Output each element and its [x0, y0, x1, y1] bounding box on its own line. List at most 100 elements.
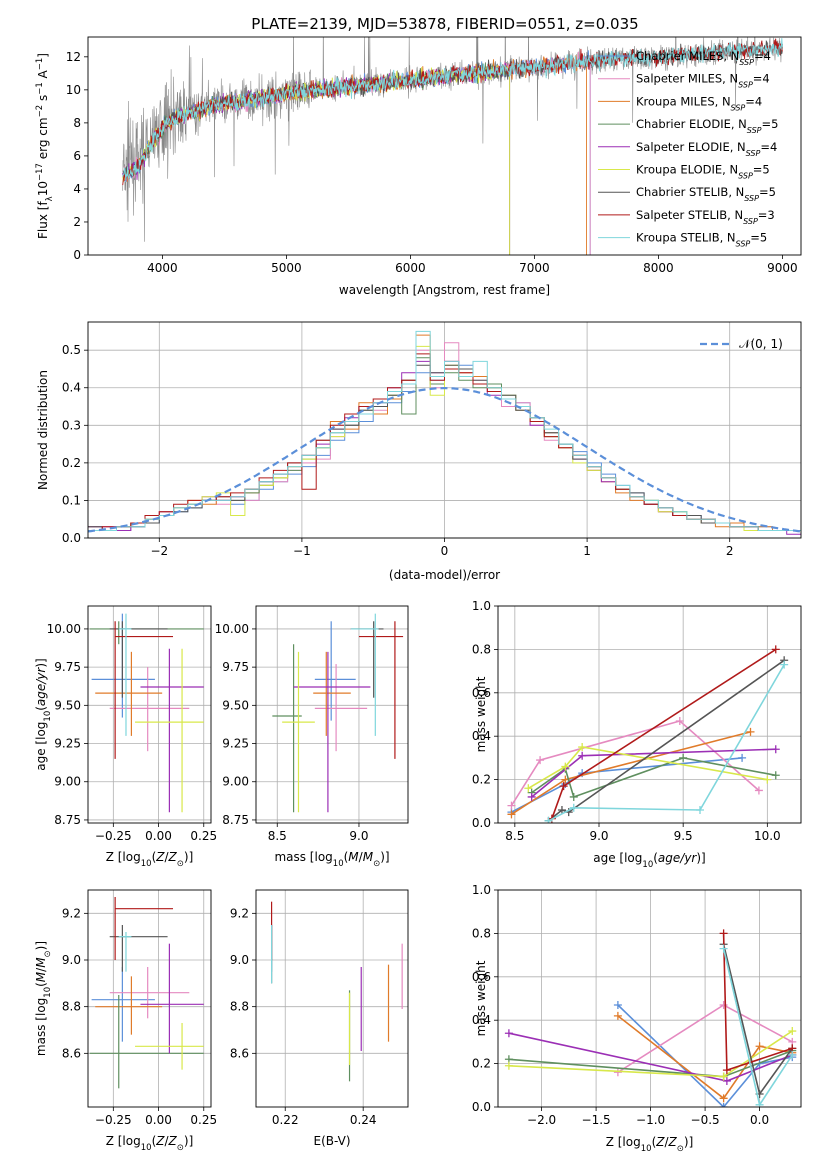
plot-area — [272, 614, 403, 813]
x-tick-label: 10.0 — [754, 829, 781, 843]
x-tick-label: 8.5 — [268, 829, 287, 843]
x-tick-label: −1.5 — [582, 1113, 611, 1127]
label-part: erg cm — [36, 117, 50, 163]
y-axis-label: Normed distribution — [36, 370, 50, 490]
y-tick-label: 0.1 — [62, 493, 81, 507]
legend-label-sub: SSP — [744, 194, 759, 203]
y-tick-label: 9.75 — [54, 660, 81, 674]
weight-marker — [570, 793, 578, 801]
weight-line — [549, 660, 785, 821]
legend-label: Salpeter MILES, NSSP=4 — [636, 72, 770, 90]
legend-label-tail: =3 — [758, 208, 775, 222]
axes-frame — [256, 606, 408, 823]
x-tick-label: 6000 — [395, 261, 426, 275]
y-tick-label: 4 — [73, 182, 81, 196]
age-vs-Z-panel: −0.25 0.00 0.258.759.009.259.509.7510.00Z … — [34, 606, 217, 869]
y-tick-label: 10 — [66, 83, 81, 97]
weight-line — [512, 732, 751, 814]
legend-label-text: Salpeter ELODIE, N — [636, 140, 746, 154]
y-axis-label: age [log10(age/yr)] — [34, 658, 53, 770]
legend-label-tail: =4 — [745, 94, 762, 108]
weight-marker — [720, 945, 728, 953]
weight-marker — [720, 929, 728, 937]
weight-marker — [772, 771, 780, 779]
y-tick-label: 9.50 — [54, 698, 81, 712]
axes-frame — [88, 606, 211, 823]
label-part: ⊙ — [177, 1143, 184, 1153]
x-tick-label: −2.0 — [527, 1113, 556, 1127]
label-part: )] — [380, 850, 389, 864]
label-part: 10 — [641, 1144, 652, 1154]
label-part: )] — [34, 941, 48, 950]
weight-marker — [507, 802, 515, 810]
legend-label-text: Salpeter MILES, N — [636, 72, 738, 86]
weight-marker — [505, 1029, 513, 1037]
x-tick-label: 9.0 — [349, 829, 368, 843]
legend-label-sub: SSP — [736, 239, 751, 248]
weight-marker — [536, 756, 544, 764]
x-tick-label: 0.00 — [145, 1113, 172, 1127]
y-tick-label: 8 — [73, 116, 81, 130]
weight-marker — [679, 754, 687, 762]
y-tick-label: 9.50 — [222, 698, 249, 712]
y-tick-label: 9.0 — [62, 953, 81, 967]
legend-label-tail: =5 — [753, 163, 770, 177]
label-part: 10 — [642, 860, 653, 870]
label-part: )] — [184, 850, 193, 864]
y-axis-label: Flux [fλ10−17 erg cm−2 s−1 A−1] — [35, 53, 55, 239]
label-part: s — [36, 95, 50, 105]
mass-vs-EBV-panel: 0.22 0.248.68.89.09.2E(B-V) — [230, 890, 408, 1148]
y-tick-label: 10.00 — [47, 622, 81, 636]
legend-label: Kroupa STELIB, NSSP=5 — [636, 231, 767, 249]
legend-label: Salpeter ELODIE, NSSP=4 — [636, 140, 777, 158]
y-tick-label: 8.6 — [230, 1046, 249, 1060]
label-part: age/yr — [34, 667, 48, 706]
y-tick-label: 0.8 — [472, 642, 491, 656]
x-tick-label: −2 — [150, 544, 168, 558]
x-tick-label: 0.22 — [272, 1113, 299, 1127]
legend-label: Salpeter STELIB, NSSP=3 — [636, 208, 775, 226]
weight-marker — [772, 745, 780, 753]
y-tick-label: 8.8 — [62, 1000, 81, 1014]
x-tick-label: 9000 — [767, 261, 798, 275]
label-part: A — [36, 69, 50, 82]
legend-label-tail: =5 — [750, 231, 767, 245]
x-axis-label: age [log10(age/yr)] — [593, 851, 705, 870]
legend-label-text: Chabrier ELODIE, N — [636, 117, 747, 131]
label-part: mass [log — [274, 850, 332, 864]
label-part: Z [log — [106, 850, 141, 864]
label-part: ⊙ — [177, 859, 184, 869]
label-part: M — [348, 850, 359, 864]
weight-marker — [788, 1027, 796, 1035]
plot-area — [90, 897, 204, 1088]
legend-label-text: Chabrier STELIB, N — [636, 185, 744, 199]
legend-label: 𝒩(0, 1) — [739, 337, 783, 351]
y-tick-label: 0 — [73, 248, 81, 262]
weight-marker — [614, 1068, 622, 1076]
legend-label-text: Kroupa STELIB, N — [636, 231, 736, 245]
x-axis-label: Z [log10(Z/Z⊙)] — [606, 1135, 694, 1154]
label-part: −17 — [35, 163, 45, 181]
label-part: )] — [684, 1135, 693, 1149]
x-tick-label: 9.0 — [589, 829, 608, 843]
y-tick-label: 9.2 — [230, 906, 249, 920]
y-axis-label: mass [log10(M/M⊙)] — [34, 941, 53, 1056]
x-tick-label: −0.25 — [95, 829, 132, 843]
x-tick-label: −0.5 — [691, 1113, 720, 1127]
y-axis-label: mass weight — [474, 960, 488, 1036]
x-axis-label: wavelength [Angstrom, rest frame] — [339, 283, 550, 297]
axes-frame — [88, 890, 211, 1107]
x-tick-label: 5000 — [271, 261, 302, 275]
label-part: 10 — [141, 859, 152, 869]
label-part: ⊙ — [373, 859, 380, 869]
label-part: M — [34, 971, 48, 982]
label-part: 10 — [43, 711, 53, 722]
label-part: mass [log — [34, 998, 48, 1056]
y-tick-label: 9.75 — [222, 660, 249, 674]
y-tick-label: 0.3 — [62, 418, 81, 432]
y-tick-label: 1.0 — [472, 883, 491, 897]
label-part: Z [log — [606, 1135, 641, 1149]
y-tick-label: 8.6 — [62, 1046, 81, 1060]
legend-label-sub: SSP — [739, 58, 754, 67]
x-tick-label: 0.24 — [350, 1113, 377, 1127]
